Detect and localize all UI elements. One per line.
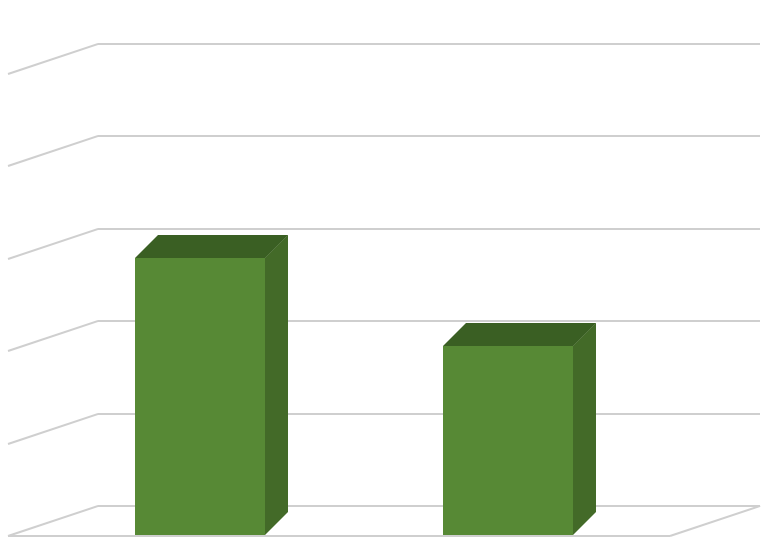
bar-1 — [443, 323, 596, 535]
grid-floor-front — [8, 535, 670, 537]
grid-floor-right-bevel — [670, 505, 761, 537]
bar-chart — [0, 0, 768, 555]
bar-0 — [135, 235, 288, 535]
